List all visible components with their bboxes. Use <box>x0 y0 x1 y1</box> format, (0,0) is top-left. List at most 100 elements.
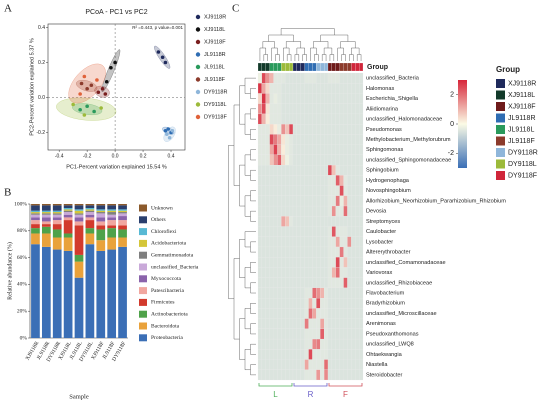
heat-cell <box>265 298 270 309</box>
heat-cell <box>296 277 301 288</box>
heat-cell <box>281 236 286 248</box>
bar-segment <box>96 229 106 241</box>
heat-cell <box>316 359 321 370</box>
heat-cell <box>269 216 274 227</box>
heat-cell <box>316 154 321 166</box>
heat-cell <box>339 93 344 104</box>
heat-cell <box>261 72 266 84</box>
heat-cell <box>261 359 266 370</box>
heat-cell <box>327 226 332 237</box>
heat-cell <box>327 257 332 268</box>
heat-cell <box>331 195 336 207</box>
heat-cell <box>343 277 348 288</box>
heat-cell <box>285 267 290 278</box>
bar-segment <box>31 224 40 229</box>
bar-segment <box>31 220 40 225</box>
heat-cell <box>320 175 325 186</box>
heat-cell <box>347 175 352 186</box>
heat-cell <box>304 103 309 115</box>
heat-cell <box>320 216 325 227</box>
heat-cell <box>312 113 317 125</box>
heat-cell <box>316 236 321 248</box>
heat-cell <box>327 205 332 217</box>
heat-cell <box>300 349 305 360</box>
heat-cell <box>331 236 336 248</box>
heat-cell <box>289 93 294 104</box>
heat-cell <box>312 267 317 278</box>
heat-cell <box>296 113 301 125</box>
heat-cell <box>285 195 290 207</box>
bar-segment <box>41 213 51 215</box>
heat-cell <box>292 298 297 309</box>
bar-segment <box>118 205 127 210</box>
heat-cell <box>304 349 309 360</box>
heat-cell <box>257 359 262 370</box>
bar-segment <box>52 212 62 214</box>
heat-cell <box>308 165 313 176</box>
heat-cell <box>257 226 262 237</box>
bar-segment <box>96 221 106 226</box>
heat-cell <box>285 338 290 350</box>
heat-cell <box>257 267 262 278</box>
heat-cell <box>331 338 336 350</box>
heat-cell <box>273 236 278 248</box>
legend-label: JL9118F <box>508 138 535 145</box>
heat-cell <box>261 236 266 248</box>
heat-cell <box>347 216 352 227</box>
heat-cell <box>312 236 317 248</box>
heat-cell <box>285 369 290 381</box>
heat-cell <box>347 185 352 196</box>
bar-segment <box>107 220 117 226</box>
legend-swatch <box>139 216 147 224</box>
bar-segment <box>96 225 106 230</box>
legend-label: Actinobacteriota <box>151 311 188 317</box>
heat-cell <box>277 165 282 176</box>
heat-cell <box>273 165 278 176</box>
legend-marker <box>195 39 201 45</box>
bar-segment <box>74 221 84 226</box>
heat-cell <box>331 287 336 299</box>
heat-cell <box>289 349 294 360</box>
heat-cell <box>304 124 309 135</box>
heat-cell <box>324 124 329 135</box>
heat-cell <box>269 298 274 309</box>
heat-cell <box>300 267 305 278</box>
row-label: unclassified_Sphingomonadaceae <box>366 157 451 163</box>
heat-cell <box>355 287 360 299</box>
heat-cell <box>308 308 313 319</box>
heat-cell <box>257 83 262 94</box>
heat-cell <box>343 93 348 104</box>
bracket <box>258 383 293 387</box>
heat-cell <box>285 318 290 329</box>
heat-cell <box>273 267 278 278</box>
bracket-label: F <box>343 390 348 399</box>
heat-cell <box>289 83 294 94</box>
heat-cell <box>335 93 340 104</box>
heat-cell <box>327 369 332 381</box>
heat-cell <box>265 175 270 186</box>
legend-label: Gemmatimonadota <box>151 252 194 258</box>
heat-cell <box>292 113 297 125</box>
heat-cell <box>359 93 364 104</box>
heat-cell <box>261 328 266 340</box>
heat-cell <box>273 226 278 237</box>
bar-segment <box>63 233 73 238</box>
heat-cell <box>327 93 332 104</box>
heat-cell <box>331 144 336 155</box>
point <box>113 60 117 65</box>
group-cell <box>269 62 274 72</box>
bar-segment <box>107 210 117 213</box>
bar-segment <box>31 228 40 234</box>
heat-cell <box>289 144 294 155</box>
heat-cell <box>296 103 301 115</box>
heat-cell <box>347 267 352 278</box>
heat-cell <box>265 359 270 370</box>
heat-cell <box>269 175 274 186</box>
legend-swatch <box>139 239 147 247</box>
bar-segment <box>31 210 40 213</box>
y-tick-label: -0.2 <box>36 130 45 136</box>
row-label: Streptomyces <box>366 219 400 225</box>
bracket <box>328 383 363 387</box>
heat-cell <box>359 308 364 319</box>
heat-cell <box>300 165 305 176</box>
